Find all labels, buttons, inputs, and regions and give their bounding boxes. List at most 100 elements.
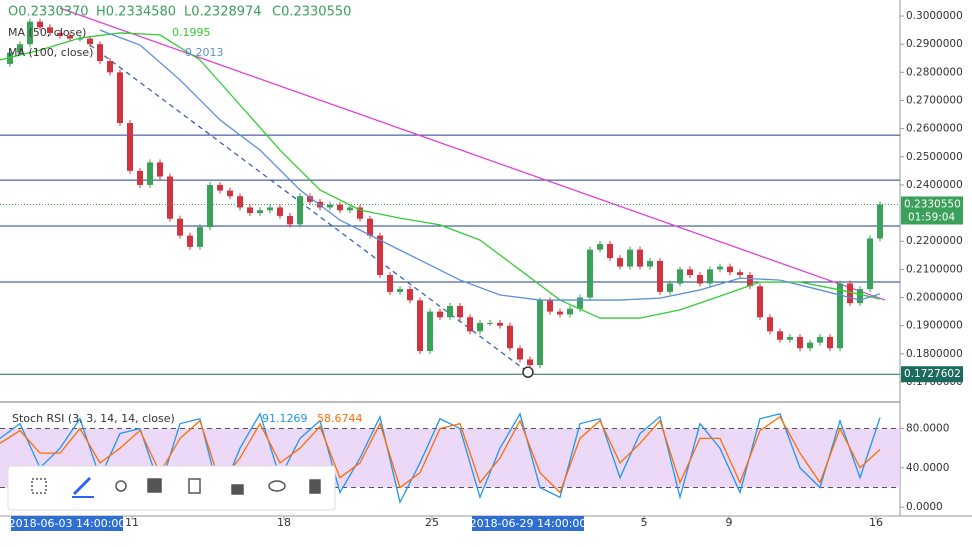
- candle: [467, 317, 473, 332]
- y-tick-label: 0.2100000: [906, 263, 963, 275]
- candle: [777, 331, 783, 340]
- candle: [837, 283, 843, 349]
- legend-name: MA (100, close): [8, 46, 93, 59]
- candle: [817, 336, 823, 343]
- candle: [337, 204, 343, 211]
- candle: [87, 38, 93, 45]
- candle: [127, 123, 133, 171]
- candle: [697, 275, 703, 284]
- candle: [257, 210, 263, 214]
- ohlc-label: C0.2330550: [272, 5, 351, 20]
- icon-pen[interactable]: [72, 476, 92, 496]
- candle: [167, 176, 173, 219]
- icon-settings[interactable]: [115, 480, 127, 492]
- y-tick-label: 0.2600000: [906, 123, 963, 135]
- candle: [797, 336, 803, 349]
- candle: [707, 269, 713, 284]
- y-tick-label: 0.2700000: [906, 94, 963, 106]
- y-tick-label: 0.1900000: [906, 320, 963, 332]
- x-marker-label: 2018-06-03 14:00:00: [9, 517, 126, 530]
- candle: [117, 72, 123, 124]
- toolbar-box: [7, 465, 336, 511]
- series-line: [0, 412, 881, 505]
- candle: [477, 322, 483, 332]
- pane-title: Stoch RSI (3, 3, 14, 14, close): [12, 412, 175, 425]
- toolbar: [7, 465, 336, 511]
- icon-shape[interactable]: [31, 478, 47, 494]
- countdown: 01:59:04: [908, 211, 955, 223]
- candle: [77, 38, 83, 40]
- candle: [857, 289, 863, 304]
- x-tick-label: 9: [726, 516, 733, 529]
- icon-layers[interactable]: [147, 478, 162, 493]
- candle: [297, 196, 303, 225]
- candle: [487, 322, 493, 324]
- level-label: 0.1727602: [904, 368, 961, 380]
- plot: 0.17000000.18000000.19000000.20000000.21…: [0, 7, 963, 531]
- y-tick-label: 0.2400000: [906, 179, 963, 191]
- x-marker-box: [11, 516, 123, 531]
- candle: [517, 348, 523, 360]
- legend-value: 91.1269: [262, 412, 308, 425]
- candle: [357, 207, 363, 219]
- candle: [577, 297, 583, 309]
- candle: [187, 235, 193, 247]
- legend-value: 58.6744: [317, 412, 363, 425]
- candle: [657, 260, 663, 292]
- candle: [397, 289, 403, 292]
- candle: [7, 52, 13, 64]
- candle: [47, 27, 53, 33]
- x-tick-label: 11: [125, 516, 139, 529]
- candle: [237, 196, 243, 208]
- series-line: [0, 32, 881, 319]
- candle: [417, 300, 423, 352]
- candle: [647, 260, 653, 267]
- overlay: O0.2330370 H0.2334580 L0.2328974 C0.2330550…: [7, 5, 363, 511]
- candle: [27, 21, 33, 45]
- candle: [67, 35, 73, 39]
- candle: [287, 215, 293, 225]
- x-marker-box: [472, 516, 584, 531]
- price-tag: [901, 196, 963, 225]
- candle: [737, 272, 743, 276]
- candle: [617, 258, 623, 267]
- candle: [457, 305, 463, 318]
- legend-name: MA (50, close): [8, 26, 86, 39]
- anchor-handle: [522, 366, 534, 378]
- y-tick-label: 0.3000000: [906, 10, 963, 22]
- candle: [667, 283, 673, 292]
- candle: [107, 61, 113, 73]
- y-tick-label: 0.2900000: [906, 38, 963, 50]
- candle: [787, 336, 793, 340]
- ohlc-label: H0.2334580: [96, 5, 176, 20]
- candle: [367, 218, 373, 236]
- level-tag: [901, 366, 963, 383]
- ohlc-label: O0.2330370: [8, 5, 89, 20]
- candle: [637, 249, 643, 267]
- candle: [147, 162, 153, 185]
- candle: [217, 184, 223, 191]
- candle: [447, 305, 453, 318]
- x-tick-label: 5: [641, 516, 648, 529]
- candle: [747, 275, 753, 287]
- x-tick-label: 25: [425, 516, 439, 529]
- icon-eye[interactable]: [268, 480, 286, 492]
- candle: [387, 275, 393, 292]
- candle: [347, 207, 353, 211]
- candle: [717, 266, 723, 270]
- candle: [137, 170, 143, 185]
- candle: [197, 227, 203, 247]
- icon-trash[interactable]: [309, 479, 321, 494]
- candle: [627, 249, 633, 267]
- candle: [807, 342, 813, 349]
- candle: [727, 266, 733, 273]
- icon-lock[interactable]: [231, 484, 244, 495]
- y-tick-label: 0.0000: [906, 501, 943, 513]
- series-line: [99, 29, 881, 301]
- x-tick-label: 16: [869, 516, 883, 529]
- legend-value: 0.2013: [185, 46, 224, 59]
- icon-copy[interactable]: [188, 478, 201, 494]
- trend-line: [89, 44, 529, 373]
- candle: [757, 286, 763, 318]
